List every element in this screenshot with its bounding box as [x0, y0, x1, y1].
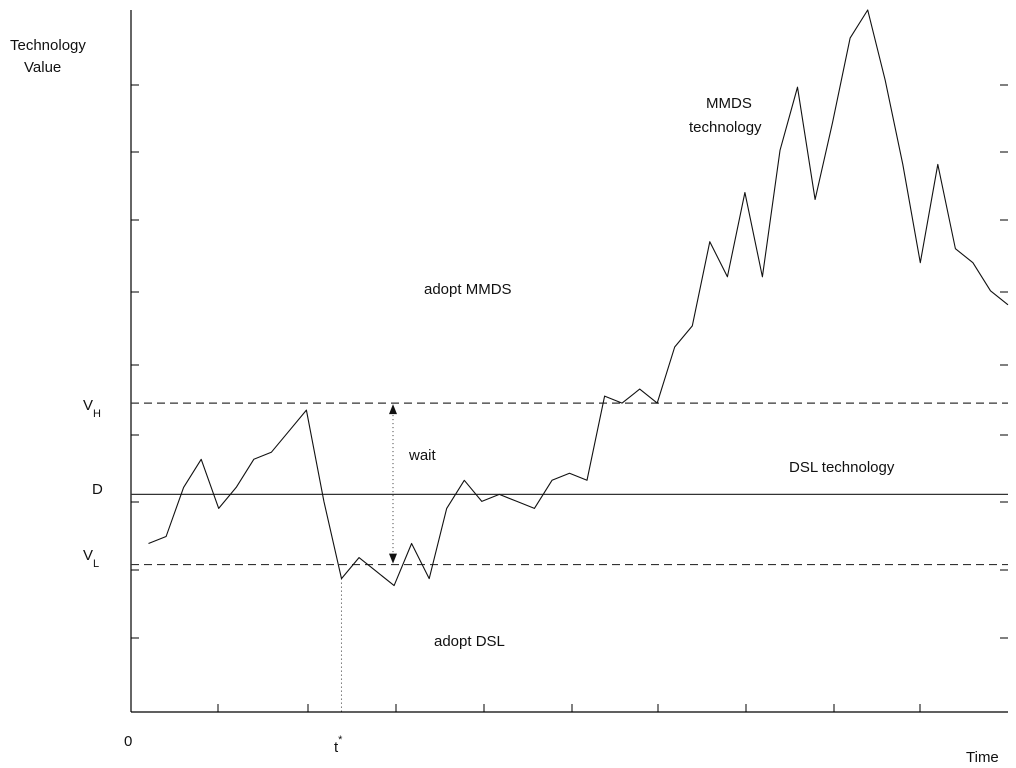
- x-origin-label: 0: [124, 733, 132, 750]
- d-label: D: [92, 481, 103, 498]
- wait-arrow-head-up: [389, 404, 397, 415]
- x-axis-label: Time: [966, 749, 999, 766]
- t-star-letter: t: [334, 739, 339, 756]
- dsl-technology-annotation: DSL technology: [789, 459, 895, 476]
- vh-label: VH: [83, 397, 101, 420]
- wait-arrow-head-down: [389, 553, 397, 564]
- adopt-dsl-annotation: adopt DSL: [434, 633, 505, 650]
- vh-label-letter: V: [83, 397, 93, 414]
- mmds-technology-annotation-line1: MMDS: [706, 95, 752, 112]
- technology-value-series-line: [148, 9, 1009, 587]
- wait-annotation: wait: [408, 447, 437, 464]
- vl-label: VL: [83, 547, 99, 570]
- wait-double-arrow: [389, 404, 397, 564]
- axis-ticks: [131, 84, 1008, 712]
- adopt-mmds-annotation: adopt MMDS: [424, 281, 512, 298]
- y-axis-label-line1: Technology: [10, 37, 86, 54]
- vh-label-subscript: H: [93, 408, 101, 420]
- vl-label-letter: V: [83, 547, 93, 564]
- y-axis-label-line2: Value: [24, 59, 61, 76]
- mmds-technology-annotation-line2: technology: [689, 119, 762, 136]
- t-star-label: t*: [334, 734, 343, 756]
- vl-label-subscript: L: [93, 558, 99, 570]
- t-star-superscript: *: [338, 734, 343, 746]
